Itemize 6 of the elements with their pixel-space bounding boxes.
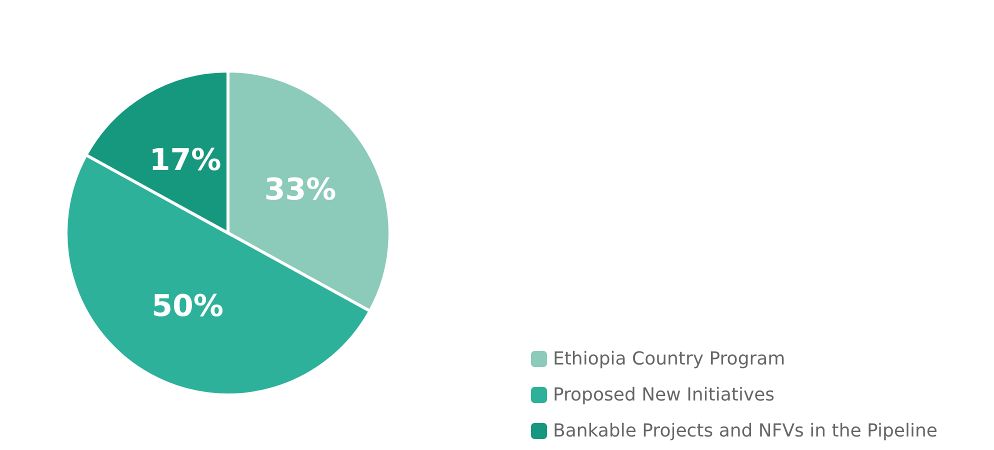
data-label: 17% — [149, 143, 222, 178]
legend-label: Bankable Projects and NFVs in the Pipeline — [553, 420, 938, 442]
data-label: 50% — [152, 289, 224, 324]
legend-label: Ethiopia Country Program — [553, 348, 786, 370]
data-label: 33% — [264, 172, 336, 208]
legend-label: Proposed New Initiatives — [553, 384, 775, 406]
